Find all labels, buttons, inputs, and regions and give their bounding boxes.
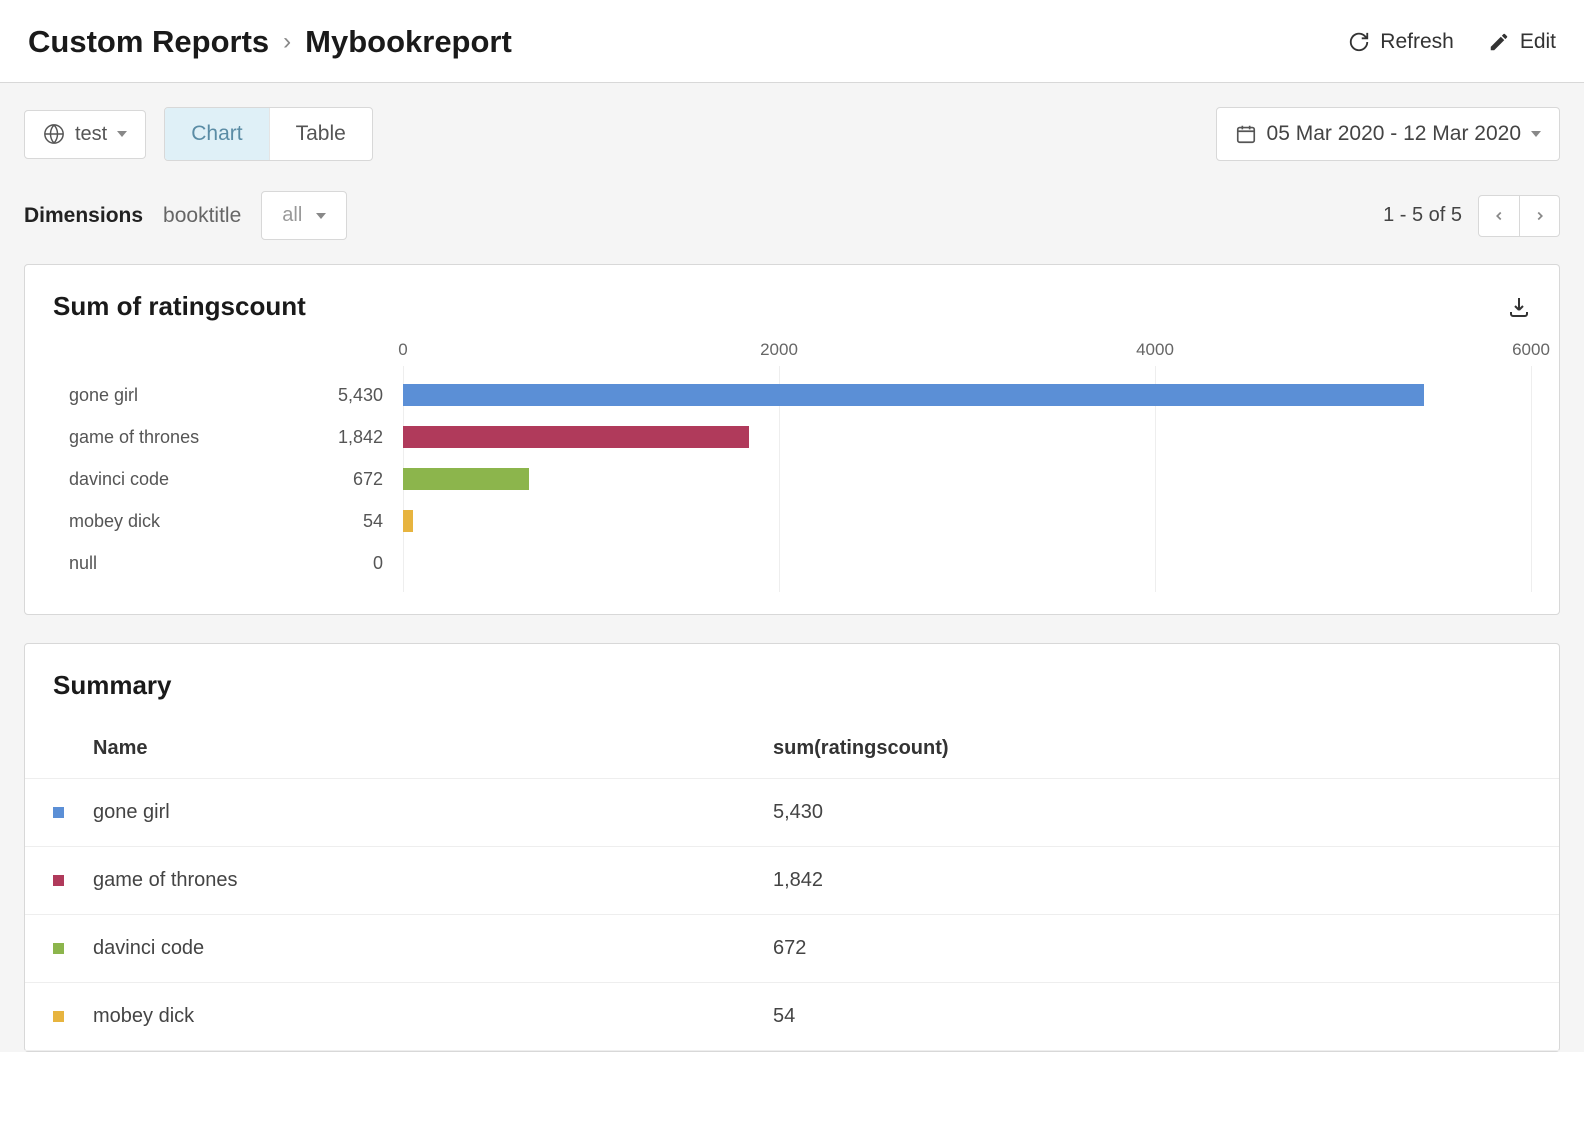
pager-prev[interactable] xyxy=(1479,196,1519,236)
dimensions-filter[interactable]: all xyxy=(261,191,347,240)
bar-value: 5,430 xyxy=(303,385,403,406)
summary-panel: Summary Name sum(ratingscount) gone girl… xyxy=(24,643,1560,1052)
caret-down-icon xyxy=(117,131,127,137)
summary-row[interactable]: game of thrones1,842 xyxy=(25,847,1559,915)
x-axis: 0200040006000 xyxy=(403,340,1531,362)
edit-button[interactable]: Edit xyxy=(1488,30,1556,54)
edit-label: Edit xyxy=(1520,30,1556,54)
bar-label: game of thrones xyxy=(53,427,303,448)
bar-value: 1,842 xyxy=(303,427,403,448)
summary-header: Name sum(ratingscount) xyxy=(25,719,1559,779)
pager: 1 - 5 of 5 xyxy=(1383,195,1560,237)
bar-row: davinci code672 xyxy=(53,458,1531,500)
breadcrumb-root[interactable]: Custom Reports xyxy=(28,24,269,60)
bar-fill[interactable] xyxy=(403,468,529,490)
language-selector[interactable]: test xyxy=(24,110,146,159)
bar-label: mobey dick xyxy=(53,511,303,532)
summary-value: 54 xyxy=(773,1005,1531,1028)
tab-table[interactable]: Table xyxy=(269,108,372,160)
pager-next[interactable] xyxy=(1519,196,1559,236)
pencil-icon xyxy=(1488,31,1510,53)
bar-fill[interactable] xyxy=(403,510,413,532)
bar-chart: 0200040006000 gone girl5,430game of thro… xyxy=(53,340,1531,584)
chevron-right-icon xyxy=(1533,209,1547,223)
calendar-icon xyxy=(1235,123,1257,145)
download-icon xyxy=(1507,295,1531,319)
dimensions-filter-value: all xyxy=(282,204,302,227)
color-swatch xyxy=(53,807,64,818)
pager-text: 1 - 5 of 5 xyxy=(1383,204,1462,227)
bar-value: 54 xyxy=(303,511,403,532)
summary-name: davinci code xyxy=(93,937,773,960)
bar-label: gone girl xyxy=(53,385,303,406)
summary-value: 5,430 xyxy=(773,801,1531,824)
bar-row: game of thrones1,842 xyxy=(53,416,1531,458)
chart-title: Sum of ratingscount xyxy=(53,291,306,322)
caret-down-icon xyxy=(316,213,326,219)
chevron-left-icon xyxy=(1492,209,1506,223)
summary-value: 672 xyxy=(773,937,1531,960)
refresh-icon xyxy=(1348,31,1370,53)
refresh-label: Refresh xyxy=(1380,30,1454,54)
language-selector-label: test xyxy=(75,123,107,146)
color-swatch xyxy=(53,943,64,954)
chevron-right-icon: › xyxy=(283,28,291,56)
date-range-label: 05 Mar 2020 - 12 Mar 2020 xyxy=(1267,122,1521,146)
breadcrumb-current: Mybookreport xyxy=(305,24,512,60)
globe-icon xyxy=(43,123,65,145)
x-tick: 6000 xyxy=(1512,340,1550,360)
bar-fill[interactable] xyxy=(403,384,1424,406)
bar-fill[interactable] xyxy=(403,426,749,448)
color-swatch xyxy=(53,1011,64,1022)
summary-name: game of thrones xyxy=(93,869,773,892)
summary-row[interactable]: davinci code672 xyxy=(25,915,1559,983)
bar-value: 0 xyxy=(303,553,403,574)
summary-row[interactable]: gone girl5,430 xyxy=(25,779,1559,847)
bar-row: gone girl5,430 xyxy=(53,374,1531,416)
date-range-picker[interactable]: 05 Mar 2020 - 12 Mar 2020 xyxy=(1216,107,1560,161)
summary-name: mobey dick xyxy=(93,1005,773,1028)
dimensions-label: Dimensions xyxy=(24,204,143,228)
dimensions-field: booktitle xyxy=(163,204,241,228)
summary-col-value: sum(ratingscount) xyxy=(773,737,1531,760)
x-tick: 2000 xyxy=(760,340,798,360)
tab-chart[interactable]: Chart xyxy=(165,108,268,160)
bar-row: null0 xyxy=(53,542,1531,584)
download-button[interactable] xyxy=(1507,295,1531,319)
breadcrumb: Custom Reports › Mybookreport xyxy=(28,24,512,60)
view-tabs: Chart Table xyxy=(164,107,373,161)
summary-name: gone girl xyxy=(93,801,773,824)
summary-row[interactable]: mobey dick54 xyxy=(25,983,1559,1051)
refresh-button[interactable]: Refresh xyxy=(1348,30,1454,54)
bar-row: mobey dick54 xyxy=(53,500,1531,542)
x-tick: 4000 xyxy=(1136,340,1174,360)
summary-title: Summary xyxy=(25,644,1559,719)
summary-col-name: Name xyxy=(93,737,773,760)
caret-down-icon xyxy=(1531,131,1541,137)
color-swatch xyxy=(53,875,64,886)
x-tick: 0 xyxy=(398,340,407,360)
bar-label: null xyxy=(53,553,303,574)
summary-value: 1,842 xyxy=(773,869,1531,892)
chart-panel: Sum of ratingscount 0 2000 4000 6000 gone g… xyxy=(24,264,1560,615)
bar-value: 672 xyxy=(303,469,403,490)
bar-label: davinci code xyxy=(53,469,303,490)
